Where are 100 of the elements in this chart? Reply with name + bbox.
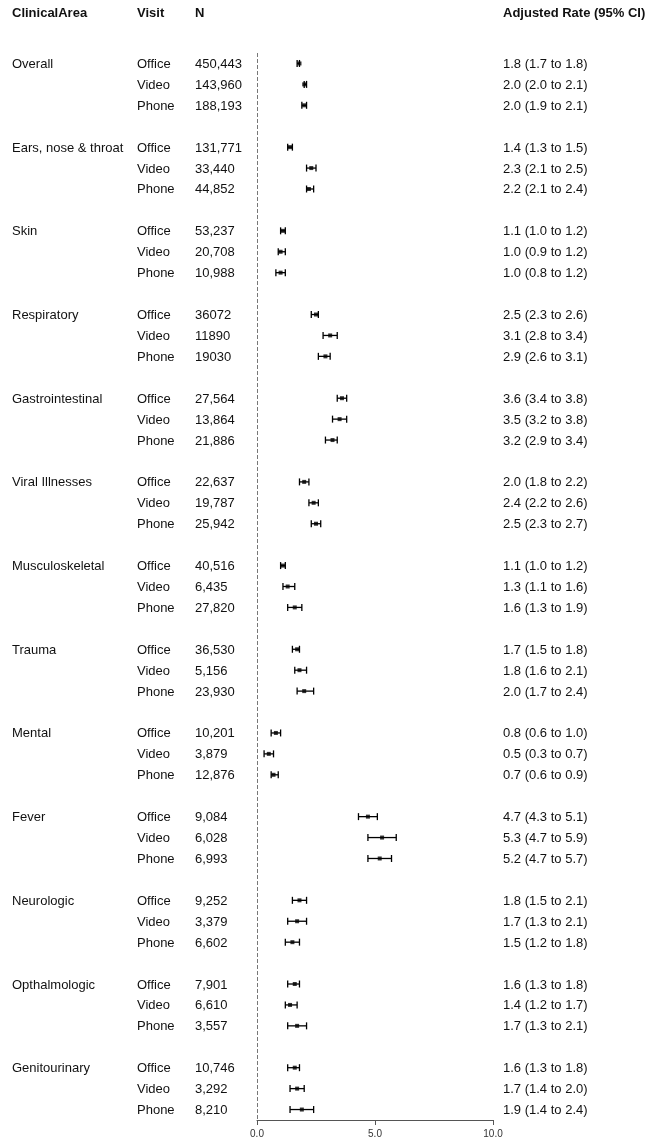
- text: 10,746: [195, 1060, 235, 1076]
- y-tick-label: Phone: [137, 850, 175, 866]
- text: Respiratory: [12, 307, 79, 323]
- text: Musculoskeletal: [12, 558, 105, 574]
- y-tick-label: Video: [137, 1081, 171, 1097]
- data-label: 2.2 (2.1 to 2.4): [503, 181, 588, 197]
- point: [295, 919, 300, 924]
- y-tick-label: Video: [137, 997, 171, 1013]
- point: [380, 835, 385, 840]
- text: 450,443: [195, 55, 242, 71]
- text: 6,610: [195, 997, 228, 1013]
- point: [288, 1002, 293, 1007]
- text: 9,084: [195, 809, 228, 825]
- y-tick-label: Phone: [137, 97, 175, 113]
- y-tick-label: Office: [137, 558, 171, 574]
- text: Gastrointestinal: [12, 390, 103, 406]
- y-tick-label: Phone: [137, 516, 175, 532]
- text: 40,516: [195, 558, 235, 574]
- y-tick-label: Phone: [137, 265, 175, 281]
- y-tick-label: Video: [137, 76, 171, 92]
- data-label: 1.4 (1.2 to 1.7): [503, 997, 588, 1013]
- y-tick-label: Phone: [137, 1018, 175, 1034]
- data-label: 0.5 (0.3 to 0.7): [503, 746, 588, 762]
- data-label: 2.4 (2.2 to 2.6): [503, 495, 588, 511]
- point: [330, 438, 335, 443]
- data-label: 5.3 (4.7 to 5.9): [503, 830, 588, 846]
- data-label: 1.1 (1.0 to 1.2): [503, 558, 588, 574]
- text: 33,440: [195, 160, 235, 176]
- x-tick-label: 0.0: [250, 1127, 265, 1139]
- data-label: 2.3 (2.1 to 2.5): [503, 160, 588, 176]
- y-tick-label: Office: [137, 139, 171, 155]
- point: [339, 396, 344, 401]
- y-tick-label: Office: [137, 641, 171, 657]
- data-label: 3.1 (2.8 to 3.4): [503, 327, 588, 343]
- y-tick-label: Video: [137, 662, 171, 678]
- data-label: 1.6 (1.3 to 1.8): [503, 976, 588, 992]
- text: 21,886: [195, 432, 235, 448]
- point: [290, 940, 295, 945]
- y-tick-label: Video: [137, 411, 171, 427]
- point: [295, 1023, 300, 1028]
- point: [323, 354, 328, 359]
- text: Mental: [12, 725, 52, 741]
- point: [295, 1086, 300, 1091]
- text: 9,252: [195, 892, 228, 908]
- point: [314, 521, 318, 526]
- y-tick-label: Video: [137, 913, 171, 929]
- y-tick-label: Video: [137, 746, 171, 762]
- point: [365, 814, 370, 819]
- y-tick-label: Phone: [137, 432, 175, 448]
- data-label: 1.8 (1.6 to 2.1): [503, 662, 588, 678]
- text: ClinicalArea: [12, 4, 88, 20]
- text: Visit: [137, 4, 165, 20]
- point: [377, 856, 382, 861]
- y-tick-label: Office: [137, 892, 171, 908]
- text: Neurologic: [12, 892, 75, 908]
- y-tick-label: Video: [137, 830, 171, 846]
- y-tick-label: Office: [137, 1060, 171, 1076]
- text: Adjusted Rate (95% CI): [503, 4, 646, 20]
- text: 10,201: [195, 725, 235, 741]
- y-tick-label: Office: [137, 474, 171, 490]
- text: 27,820: [195, 599, 235, 615]
- point: [309, 166, 314, 171]
- y-tick-label: Office: [137, 976, 171, 992]
- text: 3,379: [195, 913, 228, 929]
- data-label: 3.5 (3.2 to 3.8): [503, 411, 588, 427]
- data-label: 1.5 (1.2 to 1.8): [503, 934, 588, 950]
- y-tick-label: Phone: [137, 181, 175, 197]
- text: 12,876: [195, 767, 235, 783]
- text: 11890: [195, 327, 231, 343]
- text: Trauma: [12, 641, 58, 657]
- text: 36072: [195, 307, 232, 323]
- data-label: 2.0 (2.0 to 2.1): [503, 76, 588, 92]
- data-label: 1.4 (1.3 to 1.5): [503, 139, 588, 155]
- text: 6,993: [195, 850, 228, 866]
- text: 20,708: [195, 244, 235, 260]
- data-label: 1.7 (1.3 to 2.1): [503, 1018, 588, 1034]
- text: 6,028: [195, 830, 228, 846]
- text: 19,787: [195, 495, 235, 511]
- data-label: 3.6 (3.4 to 3.8): [503, 390, 588, 406]
- text: 3,292: [195, 1081, 228, 1097]
- point: [299, 1107, 304, 1112]
- text: Fever: [12, 809, 46, 825]
- y-tick-label: Office: [137, 223, 171, 239]
- text: N: [195, 4, 205, 20]
- text: 3,879: [195, 746, 228, 762]
- text: 6,602: [195, 934, 228, 950]
- text: 7,901: [195, 976, 228, 992]
- text: 27,564: [195, 390, 235, 406]
- text: 143,960: [195, 76, 242, 92]
- data-label: 1.0 (0.8 to 1.2): [503, 265, 588, 281]
- y-tick-label: Office: [137, 725, 171, 741]
- y-tick-label: Office: [137, 809, 171, 825]
- point: [337, 417, 342, 422]
- y-tick-label: Video: [137, 160, 171, 176]
- data-label: 1.9 (1.4 to 2.4): [503, 1102, 588, 1118]
- data-label: 1.7 (1.5 to 1.8): [503, 641, 588, 657]
- data-label: 5.2 (4.7 to 5.7): [503, 850, 588, 866]
- y-tick-label: Video: [137, 327, 171, 343]
- point: [292, 1065, 297, 1070]
- x-tick-label: 10.0: [483, 1127, 504, 1139]
